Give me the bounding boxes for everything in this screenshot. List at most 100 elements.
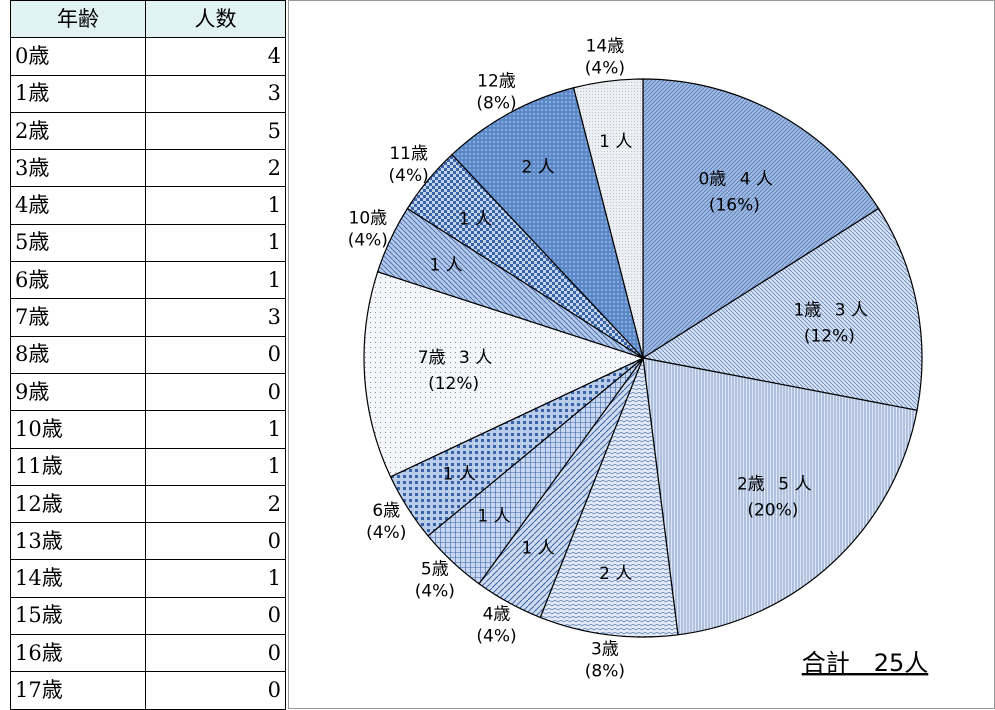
table-cell: 2 xyxy=(145,149,286,188)
table-cell: 1 xyxy=(145,410,286,449)
table-cell: 1 xyxy=(145,223,286,263)
slice-value-label: 1 人 xyxy=(443,465,476,485)
slice-value-label: 1 人 xyxy=(522,539,555,559)
table-cell: 1 xyxy=(145,447,286,486)
table-cell: 1 xyxy=(145,186,286,225)
slice-category-label: 5歳 xyxy=(421,560,449,580)
slice-category-label: 0歳 xyxy=(698,170,726,190)
table-row: 9歳 0 xyxy=(10,372,286,412)
table-cell: 5 xyxy=(145,111,286,151)
age-table: 年齢 人数 0歳 4 1歳 3 2歳 5 3歳 2 4歳 1 5歳 1 6歳 1 7歳 3 8歳 0 9歳 0 10歳 1 11… xyxy=(10,0,286,710)
table-cell: 3 xyxy=(145,74,286,113)
table-cell: 0歳 xyxy=(10,37,146,76)
slice-percent-label: (4%) xyxy=(476,626,516,646)
slice-value-label: 1 人 xyxy=(477,507,510,527)
slice-percent-label: (4%) xyxy=(585,58,625,78)
table-row: 17歳 0 xyxy=(10,671,286,710)
slice-percent-label: (4%) xyxy=(366,523,406,543)
slice-value-label: 5 人 xyxy=(778,474,811,494)
table-cell: 0 xyxy=(145,372,286,412)
table-cell: 0 xyxy=(145,522,286,561)
total-annotation: 合計 25人 xyxy=(802,649,929,677)
slice-category-label: 10歳 xyxy=(349,209,388,229)
table-cell: 1歳 xyxy=(10,74,146,113)
slice-percent-label: (12%) xyxy=(428,374,479,394)
slice-percent-label: (4%) xyxy=(415,582,455,602)
table-cell: 14歳 xyxy=(10,559,146,598)
table-cell: 3歳 xyxy=(10,149,146,188)
table-cell: 10歳 xyxy=(10,410,146,449)
header-row: 年齢 人数 xyxy=(10,0,286,39)
table-cell: 6歳 xyxy=(10,261,146,300)
pie-slice-hatch xyxy=(539,357,679,638)
table-cell: 1 xyxy=(145,261,286,300)
slice-category-label: 14歳 xyxy=(586,36,625,56)
table-cell: 9歳 xyxy=(10,372,146,412)
table-row: 10歳 1 xyxy=(10,410,286,449)
slice-percent-label: (8%) xyxy=(585,662,625,682)
table-cell: 8歳 xyxy=(10,335,146,374)
table-cell: 13歳 xyxy=(10,522,146,561)
table-cell: 0 xyxy=(145,634,286,673)
pie-slice-hatch xyxy=(642,357,918,636)
table-cell: 11歳 xyxy=(10,447,146,486)
table-row: 16歳 0 xyxy=(10,634,286,673)
table-cell: 15歳 xyxy=(10,596,146,636)
table-cell: 2歳 xyxy=(10,111,146,151)
pie-slice-hatch xyxy=(363,271,645,478)
table-cell: 1 xyxy=(145,559,286,598)
slice-category-label: 4歳 xyxy=(483,604,511,624)
pie-slice-hatch xyxy=(451,87,644,359)
table-cell: 17歳 xyxy=(10,671,146,710)
table-row: 11歳 1 xyxy=(10,447,286,486)
table-cell: 4歳 xyxy=(10,186,146,225)
slice-percent-label: (12%) xyxy=(804,326,855,346)
table-row: 6歳 1 xyxy=(10,261,286,300)
table-row: 3歳 2 xyxy=(10,149,286,188)
table-cell: 12歳 xyxy=(10,484,146,524)
slice-percent-label: (16%) xyxy=(709,196,760,216)
table-cell: 0 xyxy=(145,671,286,710)
slice-category-label: 2歳 xyxy=(737,474,765,494)
slice-value-label: 3 人 xyxy=(835,300,868,320)
table-row: 0歳 4 xyxy=(10,37,286,76)
table-row: 15歳 0 xyxy=(10,596,286,636)
slice-percent-label: (4%) xyxy=(348,231,388,251)
table-row: 5歳 1 xyxy=(10,223,286,263)
table-row: 2歳 5 xyxy=(10,111,286,151)
slice-category-label: 11歳 xyxy=(389,144,428,164)
slice-category-label: 1歳 xyxy=(793,300,821,320)
pie-slice-hatch xyxy=(572,78,644,359)
pie-slice-hatch xyxy=(642,78,880,360)
table-cell: 4 xyxy=(145,37,286,76)
table-cell: 5歳 xyxy=(10,223,146,263)
slice-value-label: 4 人 xyxy=(740,170,773,190)
pie-slice-hatch xyxy=(641,207,923,411)
slice-value-label: 3 人 xyxy=(459,348,492,368)
slice-value-label: 2 人 xyxy=(599,564,632,584)
table-row: 4歳 1 xyxy=(10,186,286,225)
header-cell: 年齢 xyxy=(10,0,146,39)
slice-percent-label: (8%) xyxy=(476,94,516,114)
table-row: 7歳 3 xyxy=(10,298,286,337)
table-cell: 0 xyxy=(145,596,286,636)
slice-value-label: 1 人 xyxy=(429,255,462,275)
slice-category-label: 7歳 xyxy=(418,348,446,368)
header-cell: 人数 xyxy=(145,0,286,39)
table-row: 12歳 2 xyxy=(10,484,286,524)
slice-category-label: 6歳 xyxy=(372,501,400,521)
slice-value-label: 1 人 xyxy=(599,132,632,152)
table-row: 1歳 3 xyxy=(10,74,286,113)
table-cell: 16歳 xyxy=(10,634,146,673)
table-cell: 7歳 xyxy=(10,298,146,337)
slice-percent-label: (4%) xyxy=(389,166,429,186)
slice-category-label: 3歳 xyxy=(591,640,619,660)
table-row: 14歳 1 xyxy=(10,559,286,598)
table-cell: 2 xyxy=(145,484,286,524)
table-row: 8歳 0 xyxy=(10,335,286,374)
table-cell: 0 xyxy=(145,335,286,374)
slice-category-label: 12歳 xyxy=(477,72,516,92)
slice-value-label: 2 人 xyxy=(522,157,555,177)
chart: 合計 25人 0歳 4 人(16%)1歳 3 人(12%)2歳 5 人(20%)3歳(… xyxy=(288,0,995,709)
